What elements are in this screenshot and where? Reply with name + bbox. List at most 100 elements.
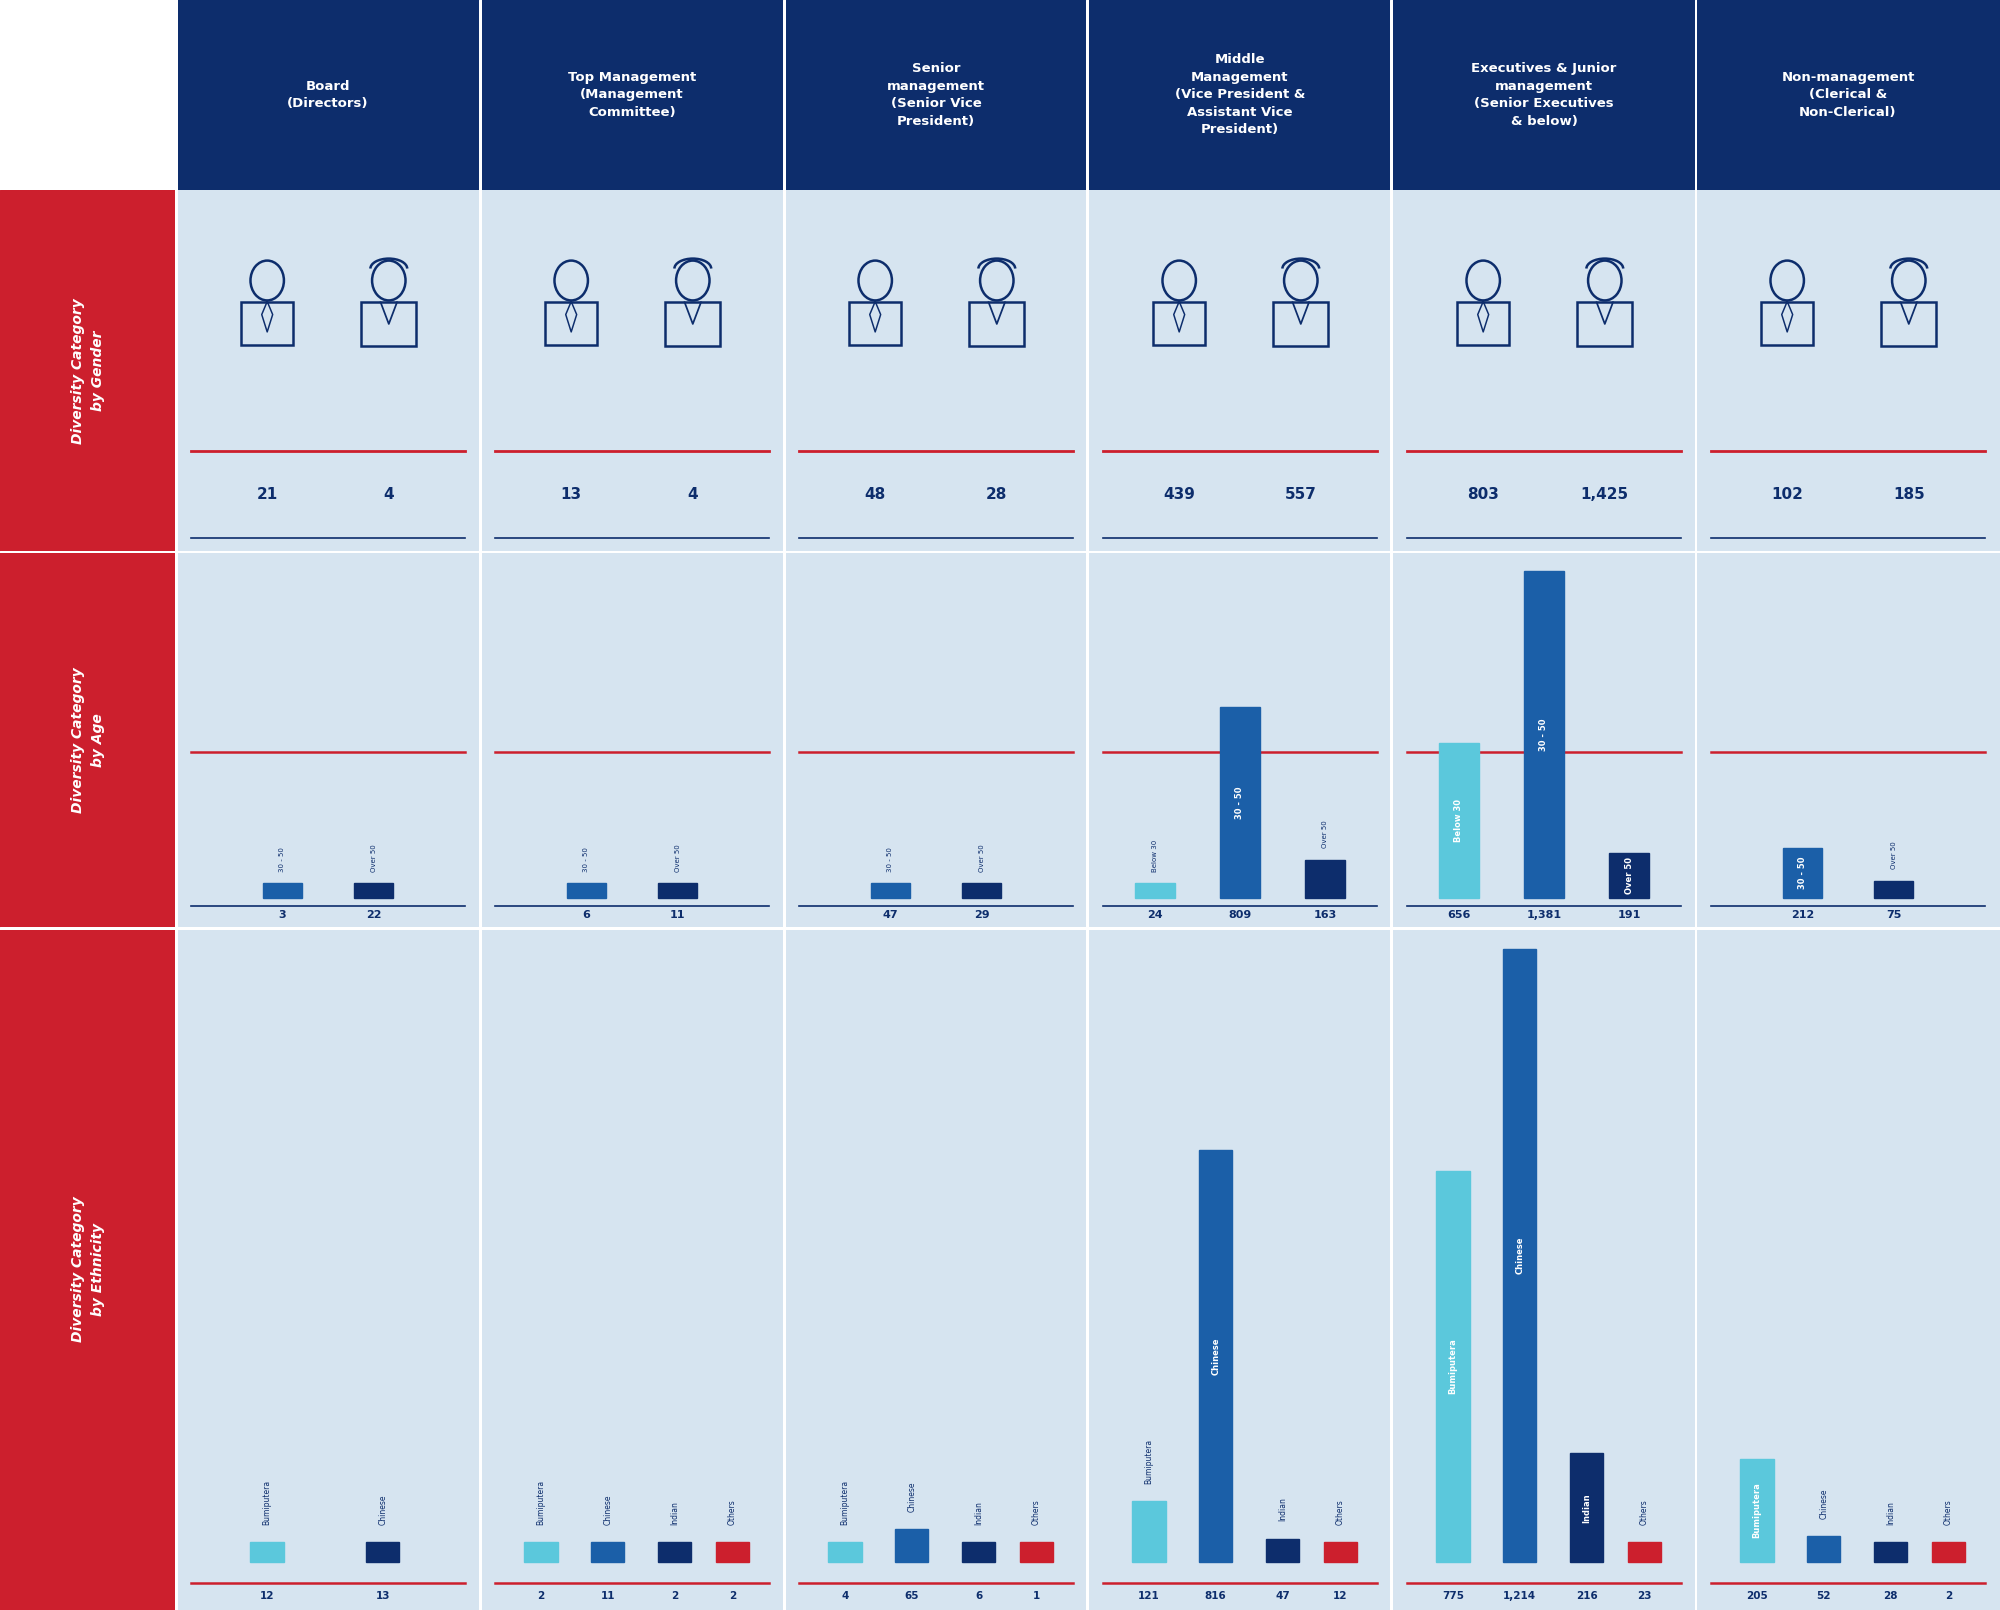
Text: 2: 2 xyxy=(538,1591,544,1602)
Text: 6: 6 xyxy=(974,1591,982,1602)
Text: 205: 205 xyxy=(1746,1591,1768,1602)
Bar xyxy=(1458,301,1510,345)
Bar xyxy=(1762,301,1814,345)
Text: Indian: Indian xyxy=(1886,1501,1896,1525)
Text: Bumiputera: Bumiputera xyxy=(262,1480,272,1525)
Bar xyxy=(1154,301,1206,345)
Bar xyxy=(1932,1542,1966,1562)
Text: 191: 191 xyxy=(1618,910,1640,921)
Text: Diversity Category
by Age: Diversity Category by Age xyxy=(72,668,104,813)
Bar xyxy=(870,884,910,898)
Text: Diversity Category
by Gender: Diversity Category by Gender xyxy=(72,298,104,444)
Text: 3: 3 xyxy=(278,910,286,921)
Text: Diversity Category
by Ethnicity: Diversity Category by Ethnicity xyxy=(72,1196,104,1343)
Text: 22: 22 xyxy=(366,910,382,921)
Text: 2: 2 xyxy=(728,1591,736,1602)
Bar xyxy=(1502,948,1536,1562)
Text: 12: 12 xyxy=(260,1591,274,1602)
Text: 102: 102 xyxy=(1772,486,1804,502)
Text: 75: 75 xyxy=(1886,910,1902,921)
Text: Bumiputera: Bumiputera xyxy=(840,1480,850,1525)
Text: 803: 803 xyxy=(1468,486,1500,502)
Text: 65: 65 xyxy=(904,1591,918,1602)
Text: Indian: Indian xyxy=(1278,1497,1288,1521)
Bar xyxy=(1874,1542,1908,1562)
Bar xyxy=(1806,1536,1840,1562)
Text: Chinese: Chinese xyxy=(1212,1338,1220,1375)
Text: 30 - 50: 30 - 50 xyxy=(280,847,286,873)
Bar xyxy=(1020,1542,1054,1562)
Text: Senior
management
(Senior Vice
President): Senior management (Senior Vice President… xyxy=(888,63,984,127)
Text: Chinese: Chinese xyxy=(378,1494,388,1525)
Bar xyxy=(1324,1542,1358,1562)
Text: 30 - 50: 30 - 50 xyxy=(888,847,894,873)
Text: 11: 11 xyxy=(670,910,686,921)
Bar xyxy=(962,884,1002,898)
Bar xyxy=(354,884,394,898)
Text: Chinese: Chinese xyxy=(1820,1489,1828,1518)
Bar xyxy=(850,301,902,345)
Text: 216: 216 xyxy=(1576,1591,1598,1602)
Bar xyxy=(666,303,720,346)
Text: 23: 23 xyxy=(1638,1591,1652,1602)
Text: 48: 48 xyxy=(864,486,886,502)
Bar xyxy=(262,884,302,898)
Text: Over 50: Over 50 xyxy=(674,844,680,873)
Bar xyxy=(1610,853,1648,898)
Bar xyxy=(1266,1539,1300,1562)
Text: Chinese: Chinese xyxy=(1516,1236,1524,1274)
Text: 1,214: 1,214 xyxy=(1504,1591,1536,1602)
Bar xyxy=(1524,572,1564,898)
Text: 30 - 50: 30 - 50 xyxy=(1540,718,1548,750)
Text: 52: 52 xyxy=(1816,1591,1830,1602)
Bar xyxy=(1132,1501,1166,1562)
Text: Indian: Indian xyxy=(1582,1492,1592,1523)
Text: Others: Others xyxy=(1944,1499,1952,1525)
Text: 775: 775 xyxy=(1442,1591,1464,1602)
Text: 1,425: 1,425 xyxy=(1580,486,1628,502)
Bar xyxy=(1578,303,1632,346)
Bar xyxy=(366,1542,400,1562)
Bar xyxy=(242,301,294,345)
Text: 816: 816 xyxy=(1204,1591,1226,1602)
Text: Bumiputera: Bumiputera xyxy=(1448,1338,1458,1394)
Text: Below 30: Below 30 xyxy=(1152,840,1158,873)
Text: Non-management
(Clerical &
Non-Clerical): Non-management (Clerical & Non-Clerical) xyxy=(1782,71,1914,119)
Bar xyxy=(658,884,698,898)
Text: 47: 47 xyxy=(882,910,898,921)
Text: 13: 13 xyxy=(560,486,582,502)
Bar xyxy=(894,1530,928,1562)
Bar xyxy=(1782,848,1822,898)
Text: 47: 47 xyxy=(1276,1591,1290,1602)
Text: Bumiputera: Bumiputera xyxy=(1144,1439,1154,1484)
Text: Others: Others xyxy=(1336,1499,1344,1525)
Text: 30 - 50: 30 - 50 xyxy=(1798,857,1806,889)
Text: 28: 28 xyxy=(986,486,1008,502)
Text: 4: 4 xyxy=(688,486,698,502)
Text: Bumiputera: Bumiputera xyxy=(536,1480,546,1525)
Text: 439: 439 xyxy=(1164,486,1196,502)
Text: Others: Others xyxy=(728,1499,736,1525)
Bar xyxy=(362,303,416,346)
Text: 121: 121 xyxy=(1138,1591,1160,1602)
Bar xyxy=(1740,1459,1774,1562)
Text: Bumiputera: Bumiputera xyxy=(1752,1483,1762,1539)
Text: 2: 2 xyxy=(670,1591,678,1602)
Text: Chinese: Chinese xyxy=(604,1494,612,1525)
Bar xyxy=(1136,884,1174,898)
Bar xyxy=(1306,860,1344,898)
Bar xyxy=(1198,1150,1232,1562)
Text: Chinese: Chinese xyxy=(908,1481,916,1512)
Text: Top Management
(Management
Committee): Top Management (Management Committee) xyxy=(568,71,696,119)
Text: 163: 163 xyxy=(1314,910,1336,921)
Text: 1,381: 1,381 xyxy=(1526,910,1562,921)
Bar xyxy=(1628,1542,1662,1562)
Bar xyxy=(524,1542,558,1562)
Text: 557: 557 xyxy=(1284,486,1316,502)
Text: Indian: Indian xyxy=(974,1501,984,1525)
Text: 809: 809 xyxy=(1228,910,1252,921)
Text: 656: 656 xyxy=(1448,910,1470,921)
Text: 24: 24 xyxy=(1148,910,1162,921)
Bar xyxy=(658,1542,692,1562)
Text: Board
(Directors): Board (Directors) xyxy=(288,80,368,109)
